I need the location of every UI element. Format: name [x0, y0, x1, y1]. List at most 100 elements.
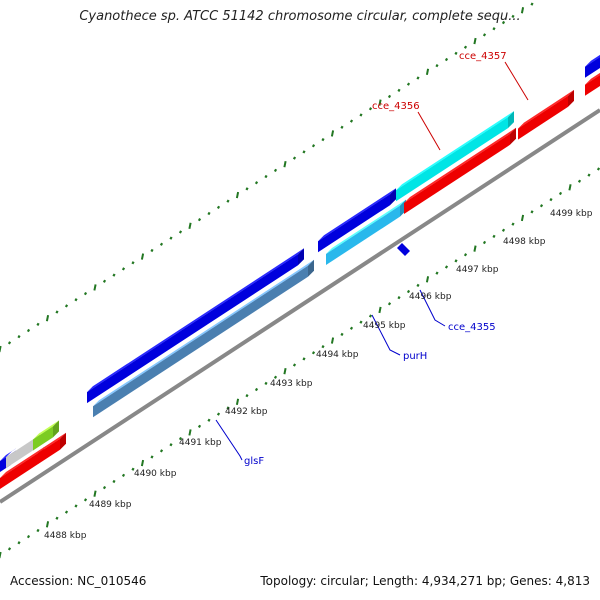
gene-purH[interactable]: [318, 188, 396, 253]
tick-mark: [55, 516, 59, 520]
tick-mark: [7, 341, 12, 345]
gene-edge-right-blue[interactable]: [585, 51, 600, 78]
tick-label: 4497 kbp: [456, 265, 499, 275]
tick-mark: [74, 298, 78, 302]
tick-mark: [311, 144, 316, 148]
gene-top-face: [318, 188, 396, 242]
tick-mark: [102, 279, 107, 283]
gene-cce-4356[interactable]: [404, 127, 516, 215]
tick-mark: [425, 68, 430, 76]
tick-mark: [64, 304, 69, 308]
leader-line-cce4355: [419, 289, 446, 327]
tick-mark: [463, 253, 468, 257]
tick-mark: [245, 394, 249, 398]
tick-mark: [482, 240, 487, 245]
tick-mark: [511, 14, 515, 19]
tick-mark: [511, 222, 515, 226]
tick-mark: [397, 88, 401, 92]
tick-mark: [530, 2, 534, 6]
tick-mark: [520, 214, 525, 222]
tick-mark: [121, 267, 126, 271]
tick-label: 4493 kbp: [270, 379, 313, 389]
tick-mark: [492, 27, 496, 31]
tick-mark: [0, 551, 2, 559]
tick-label: 4492 kbp: [225, 407, 268, 417]
tick-mark: [330, 130, 335, 137]
gene-label-glsF[interactable]: glsF: [244, 456, 264, 467]
tick-mark: [55, 310, 59, 314]
tick-mark: [36, 322, 40, 326]
tick-mark: [207, 211, 211, 216]
tick-label: 4495 kbp: [363, 321, 406, 331]
tick-mark: [7, 547, 12, 551]
gene-glsF-upper[interactable]: [87, 248, 304, 404]
gene-edge-right-red[interactable]: [585, 69, 600, 96]
leader-line-glsF: [215, 419, 243, 461]
gene-label-cce4356[interactable]: cce_4356: [372, 101, 420, 112]
tick-mark: [587, 173, 591, 177]
gene-top-face: [87, 248, 304, 393]
tick-mark: [64, 510, 69, 514]
tick-mark: [140, 459, 145, 467]
tick-mark: [302, 150, 306, 154]
tick-label: 4488 kbp: [44, 531, 87, 541]
gene-top-face: [396, 111, 514, 191]
genome-summary: Topology: circular; Length: 4,934,271 bp…: [260, 574, 590, 588]
tick-mark: [387, 302, 392, 306]
gene-glsF[interactable]: [93, 259, 314, 418]
tick-mark: [302, 357, 306, 361]
tick-mark: [254, 181, 259, 185]
tick-label: 4494 kbp: [316, 350, 359, 360]
tick-mark: [45, 315, 50, 322]
tick-mark: [159, 449, 164, 453]
tick-mark: [425, 276, 430, 283]
tick-mark: [568, 184, 572, 191]
gene-front-face: [33, 426, 53, 451]
tick-mark: [349, 119, 354, 123]
tick-mark: [112, 479, 116, 484]
leader-line-cce4357: [504, 61, 529, 101]
tick-mark: [150, 455, 154, 459]
tick-label: 4496 kbp: [409, 292, 452, 302]
tick-mark: [482, 33, 487, 37]
tick-mark: [74, 504, 78, 508]
tick-mark: [264, 174, 268, 179]
gene-small-marker[interactable]: [397, 243, 410, 256]
gene-label-cce4357[interactable]: cce_4357: [459, 51, 507, 62]
tick-mark: [273, 168, 278, 173]
tick-mark: [235, 191, 240, 199]
gene-label-purH[interactable]: purH: [403, 351, 427, 362]
tick-mark: [26, 328, 31, 333]
tick-mark: [539, 204, 544, 208]
tick-mark: [188, 429, 192, 436]
tick-mark: [169, 443, 173, 447]
tick-mark: [340, 332, 344, 337]
tick-mark: [245, 187, 249, 191]
tick-mark: [596, 167, 600, 171]
gene-end-face: [510, 127, 516, 145]
tick-mark: [340, 125, 344, 129]
gene-cce-4357[interactable]: [518, 89, 574, 140]
tick-mark: [321, 137, 325, 142]
gene-label-cce4355[interactable]: cce_4355: [448, 322, 496, 333]
gene-top-face: [33, 420, 59, 440]
gene-front-face: [396, 117, 508, 202]
tick-mark: [349, 326, 354, 330]
gene-edge-left-red-2[interactable]: [38, 432, 66, 465]
tick-mark: [444, 57, 449, 62]
tick-mark: [207, 418, 211, 422]
gene-edge-left-green[interactable]: [33, 420, 59, 451]
gene-front-face: [518, 95, 568, 140]
tick-mark: [45, 521, 50, 528]
tick-label: 4499 kbp: [550, 209, 593, 219]
gene-top-face: [0, 447, 44, 478]
tick-mark: [17, 335, 21, 339]
tick-mark: [93, 284, 97, 291]
tick-mark: [169, 236, 173, 240]
tick-mark: [454, 51, 458, 55]
gene-top-face: [585, 54, 600, 67]
tick-mark: [112, 273, 116, 277]
gene-cce-4356-cyan[interactable]: [396, 111, 514, 202]
gene-top-face: [326, 199, 406, 255]
